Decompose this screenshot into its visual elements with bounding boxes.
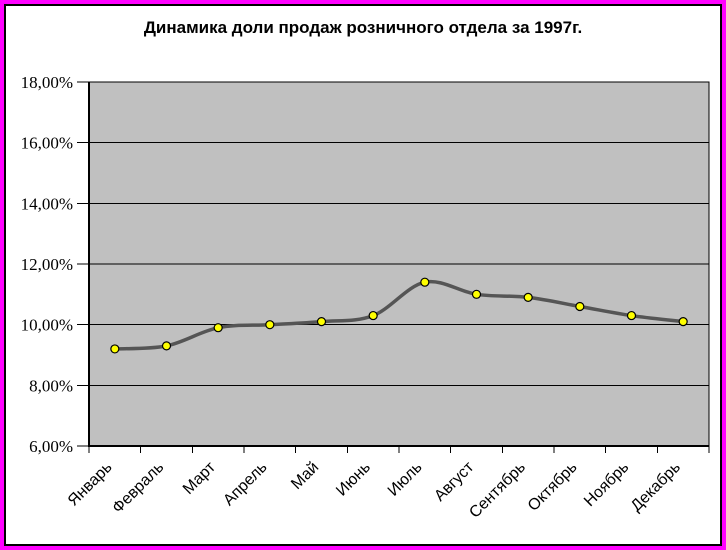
x-category-label: Октябрь — [525, 459, 581, 515]
x-category-label: Июнь — [333, 459, 374, 500]
chart-window: Динамика доли продаж розничного отдела з… — [4, 4, 722, 546]
data-point-marker — [110, 344, 120, 354]
y-tick-label: 10,00% — [21, 316, 73, 335]
x-category-label: Январь — [65, 459, 116, 510]
data-point-marker — [368, 310, 378, 321]
x-category-label: Август — [431, 458, 478, 505]
data-point-marker — [626, 310, 637, 321]
y-tick-label: 16,00% — [21, 134, 73, 153]
x-category-label: Сентябрь — [466, 459, 529, 522]
y-tick-label: 8,00% — [29, 376, 73, 395]
data-point-marker — [575, 301, 585, 312]
data-point-marker — [471, 289, 482, 299]
data-point-marker — [523, 292, 533, 302]
y-tick-label: 6,00% — [29, 437, 73, 456]
x-category-label: Июль — [385, 459, 426, 500]
x-category-label: Апрель — [220, 459, 270, 509]
x-category-label: Март — [180, 458, 220, 498]
sales-share-line-chart: 18,00% 16,00% 14,00% 12,00% 10,00% 8,00% 6,00%… — [21, 73, 710, 522]
y-tick-label: 12,00% — [21, 255, 73, 274]
x-category-label: Май — [288, 459, 322, 493]
data-point-marker — [678, 317, 688, 327]
data-point-marker — [265, 320, 275, 330]
x-category-label: Февраль — [109, 459, 167, 517]
data-point-marker — [213, 323, 223, 333]
chart-title: Динамика доли продаж розничного отдела з… — [143, 18, 583, 37]
x-category-label: Декабрь — [628, 459, 684, 515]
y-tick-label: 18,00% — [21, 73, 73, 92]
data-point-marker — [316, 317, 327, 327]
data-point-marker — [420, 277, 430, 287]
data-point-marker — [161, 341, 172, 351]
y-tick-label: 14,00% — [21, 194, 73, 213]
x-category-label: Ноябрь — [581, 459, 632, 510]
